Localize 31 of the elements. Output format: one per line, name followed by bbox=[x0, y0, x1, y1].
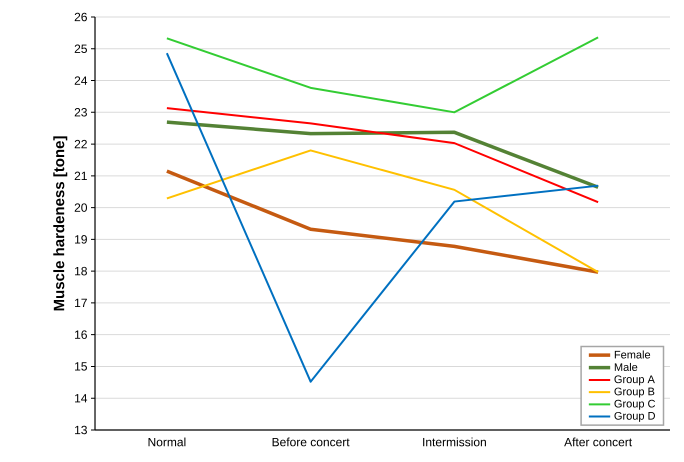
legend-label: Group A bbox=[614, 375, 655, 386]
y-tick-label: 19 bbox=[75, 235, 87, 244]
y-tick-label: 24 bbox=[74, 76, 88, 85]
line-series bbox=[166, 149, 600, 274]
legend-label: Male bbox=[614, 362, 638, 371]
y-tick-label: 25 bbox=[74, 44, 87, 53]
y-tick-label: 26 bbox=[74, 12, 87, 22]
x-tick-label: Intermission bbox=[423, 438, 486, 446]
y-tick-label: 16 bbox=[75, 330, 87, 339]
x-tick-label: After concert bbox=[564, 438, 632, 446]
y-tick-label: 22 bbox=[74, 140, 87, 148]
y-tick-label: 23 bbox=[74, 108, 87, 117]
line-series bbox=[166, 36, 600, 114]
y-axis-title: Muscle hardeness [tone] bbox=[53, 136, 68, 310]
line-series bbox=[165, 169, 600, 274]
line-series bbox=[166, 52, 600, 383]
y-tick-label: 15 bbox=[75, 362, 87, 371]
y-tick-label: 20 bbox=[74, 203, 88, 212]
y-tick-label: 17 bbox=[75, 298, 87, 308]
y-tick-label: 18 bbox=[75, 266, 87, 276]
legend-label: Group B bbox=[614, 388, 654, 398]
legend-label: Female bbox=[614, 350, 650, 359]
line-series bbox=[165, 120, 600, 190]
x-tick-label: Normal bbox=[148, 438, 186, 446]
line-series bbox=[166, 107, 600, 204]
legend-label: Group C bbox=[614, 400, 656, 410]
y-tick-label: 21 bbox=[74, 172, 87, 180]
y-tick-label: 14 bbox=[75, 394, 88, 402]
legend-label: Group D bbox=[614, 412, 655, 422]
x-tick-label: Before concert bbox=[272, 438, 350, 446]
y-tick-label: 13 bbox=[75, 426, 87, 434]
